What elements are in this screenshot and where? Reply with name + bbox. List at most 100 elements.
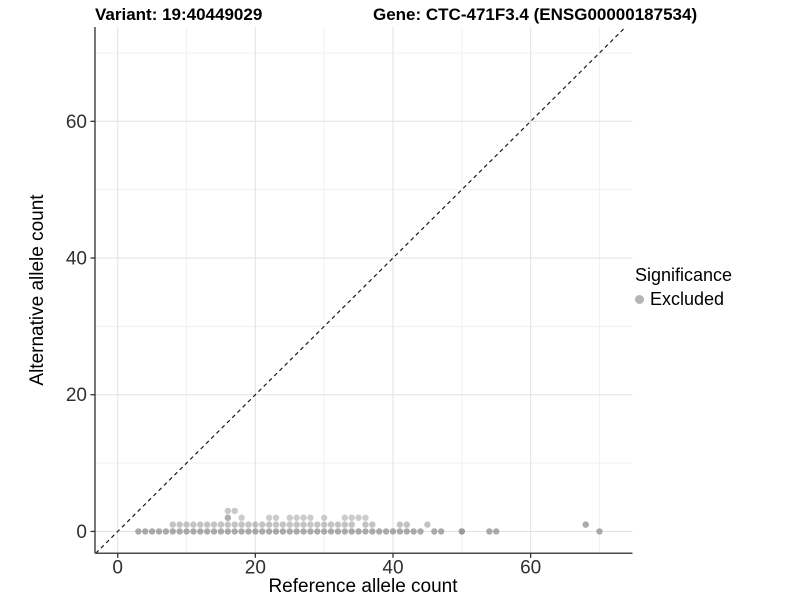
data-point bbox=[238, 528, 245, 535]
data-point bbox=[293, 528, 300, 535]
data-point bbox=[334, 528, 342, 535]
data-point bbox=[265, 528, 273, 535]
data-point bbox=[417, 528, 424, 535]
identity-line bbox=[95, 26, 627, 554]
data-point bbox=[190, 521, 197, 528]
plot-title-gene: Gene: CTC-471F3.4 (ENSG00000187534) bbox=[373, 5, 698, 24]
data-point bbox=[210, 528, 218, 535]
data-point bbox=[300, 521, 307, 528]
data-point bbox=[307, 528, 314, 535]
data-point bbox=[362, 514, 369, 521]
data-point bbox=[300, 514, 307, 521]
data-point bbox=[410, 528, 417, 535]
data-point bbox=[369, 521, 376, 528]
data-point-overplotted bbox=[224, 514, 232, 521]
data-point bbox=[252, 521, 259, 528]
data-point bbox=[279, 528, 287, 535]
data-point bbox=[382, 528, 390, 535]
data-point bbox=[493, 528, 500, 535]
data-point bbox=[286, 528, 293, 535]
data-point bbox=[265, 514, 273, 521]
data-point bbox=[231, 521, 238, 528]
data-point bbox=[286, 514, 293, 521]
data-point bbox=[314, 521, 321, 528]
y-tick-label: 20 bbox=[66, 385, 87, 406]
data-point bbox=[155, 528, 163, 535]
y-tick-label: 40 bbox=[66, 249, 87, 270]
data-point bbox=[458, 528, 466, 535]
data-point bbox=[203, 528, 211, 535]
y-tick-label: 0 bbox=[76, 522, 87, 543]
data-point bbox=[396, 528, 404, 535]
data-point bbox=[210, 521, 218, 528]
data-point bbox=[320, 514, 328, 521]
legend-item-excluded: Excluded bbox=[635, 289, 732, 310]
data-point bbox=[238, 521, 245, 528]
data-point bbox=[314, 528, 321, 535]
data-point bbox=[176, 528, 183, 535]
data-point bbox=[183, 521, 190, 528]
data-point bbox=[148, 528, 156, 535]
data-point bbox=[231, 528, 238, 535]
data-point bbox=[224, 507, 232, 515]
data-point bbox=[231, 507, 238, 515]
data-point bbox=[142, 528, 149, 535]
data-point bbox=[217, 528, 225, 535]
data-point bbox=[327, 528, 335, 535]
data-point bbox=[197, 528, 204, 535]
data-point bbox=[403, 528, 410, 535]
y-tick-label: 60 bbox=[66, 112, 87, 133]
data-point bbox=[396, 521, 404, 528]
data-point bbox=[348, 528, 355, 535]
data-point bbox=[327, 521, 335, 528]
legend-title: Significance bbox=[635, 265, 733, 285]
legend-item-label: Excluded bbox=[650, 289, 725, 309]
data-point bbox=[424, 521, 431, 528]
x-tick-label: 20 bbox=[245, 557, 266, 578]
data-point bbox=[486, 528, 493, 535]
data-point bbox=[183, 528, 190, 535]
data-point bbox=[224, 528, 232, 535]
data-point bbox=[245, 521, 252, 528]
data-point bbox=[341, 514, 349, 521]
data-point bbox=[403, 521, 410, 528]
data-point bbox=[355, 528, 362, 535]
data-point bbox=[279, 521, 287, 528]
data-point bbox=[169, 528, 176, 535]
x-tick-label: 0 bbox=[112, 557, 123, 578]
data-point bbox=[307, 521, 314, 528]
data-point bbox=[341, 528, 349, 535]
data-point bbox=[355, 514, 362, 521]
data-point bbox=[320, 528, 328, 535]
data-point bbox=[596, 528, 603, 535]
data-point bbox=[272, 521, 280, 528]
data-point bbox=[334, 521, 342, 528]
data-point bbox=[245, 528, 252, 535]
data-point bbox=[238, 514, 245, 521]
legend: Significance Excluded bbox=[635, 265, 732, 310]
data-point bbox=[320, 521, 328, 528]
data-point bbox=[307, 514, 314, 521]
data-point-overplotted bbox=[582, 521, 589, 528]
data-point bbox=[265, 521, 273, 528]
data-point bbox=[272, 514, 280, 521]
data-point bbox=[224, 521, 232, 528]
data-point bbox=[259, 521, 266, 528]
data-point bbox=[341, 521, 349, 528]
data-point bbox=[135, 528, 142, 535]
data-point bbox=[376, 528, 383, 535]
data-point bbox=[272, 528, 280, 535]
data-point bbox=[437, 528, 445, 535]
y-axis-title: Alternative allele count bbox=[27, 194, 48, 386]
data-point bbox=[431, 528, 438, 535]
data-point-overplotted bbox=[458, 528, 466, 535]
x-axis-title: Reference allele count bbox=[268, 576, 458, 597]
data-point bbox=[362, 521, 369, 528]
data-point bbox=[348, 521, 355, 528]
data-point bbox=[362, 528, 369, 535]
data-point bbox=[217, 521, 225, 528]
data-point bbox=[286, 521, 293, 528]
data-point bbox=[224, 514, 232, 521]
